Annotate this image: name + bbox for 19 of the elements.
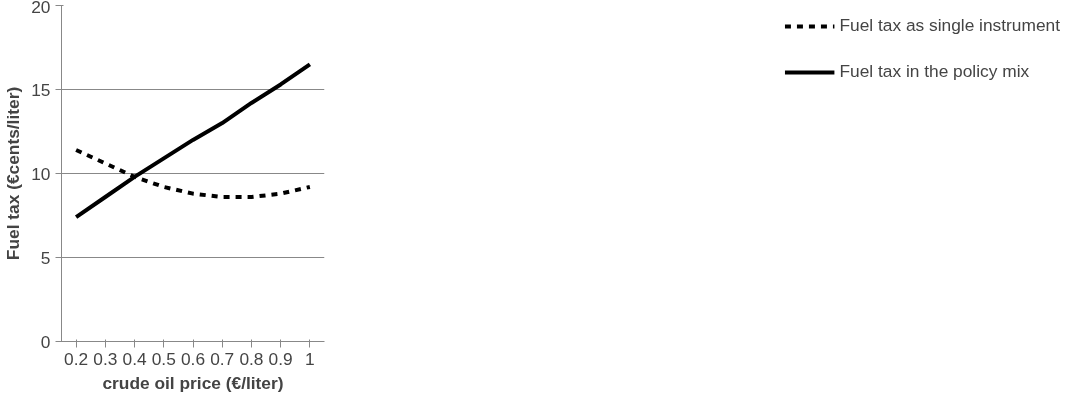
x-tick-label: 0.3 (93, 348, 118, 369)
x-tick-label: 0.6 (180, 348, 206, 369)
legend-label: Fuel tax in the policy mix (839, 61, 1030, 82)
y-tick-label: 15 (31, 79, 51, 100)
y-axis-title: Fuel tax (€cents/liter) (3, 86, 24, 261)
line-series (74, 62, 312, 220)
x-tick-label: 1 (305, 348, 315, 369)
x-tick-label: 0.2 (64, 348, 89, 369)
y-tick-label: 5 (40, 247, 51, 268)
y-tick-label: 0 (40, 331, 51, 352)
x-tick-label: 0.5 (151, 348, 176, 369)
x-tick-label: 0.9 (268, 348, 293, 369)
y-tick-label: 20 (31, 0, 51, 17)
x-tick-label: 0.8 (239, 348, 264, 369)
legend-label: Fuel tax as single instrument (839, 15, 1060, 36)
x-tick-label: 0.4 (122, 348, 147, 369)
x-axis-title: crude oil price (€/liter) (102, 372, 284, 393)
y-tick-label: 10 (31, 163, 51, 184)
x-tick-label: 0.7 (210, 348, 235, 369)
